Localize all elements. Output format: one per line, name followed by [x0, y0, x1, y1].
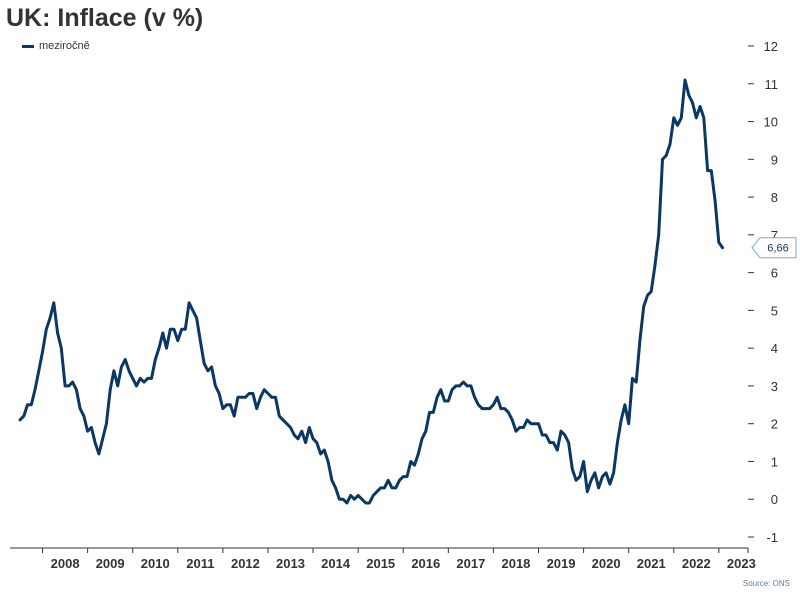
x-axis: 2008 2009 2010 2011 2012 2013 2014 2015 2016 2017… — [10, 547, 756, 571]
source-note: Source: ONS — [742, 579, 790, 588]
x-tick-label: 2013 — [276, 556, 305, 571]
y-tick-label: 8 — [771, 190, 778, 205]
legend: meziročně — [22, 40, 90, 52]
x-tick-label: 2010 — [141, 556, 170, 571]
y-tick-label: 4 — [771, 341, 778, 356]
x-tick-label: 2022 — [682, 556, 711, 571]
y-tick-label: 3 — [771, 379, 778, 394]
series-line-mezirocne — [18, 78, 725, 505]
x-tick-label: 2021 — [637, 556, 666, 571]
x-tick-label: 2023 — [727, 556, 756, 571]
x-tick-label: 2012 — [231, 556, 260, 571]
x-tick-label: 2008 — [51, 556, 80, 571]
y-tick-label: 11 — [765, 77, 779, 92]
legend-label: meziročně — [39, 40, 90, 52]
series-layer — [18, 78, 725, 505]
last-value-label: 6,66 — [751, 237, 797, 259]
x-tick-label: 2020 — [592, 556, 621, 571]
y-tick-label: 5 — [771, 303, 778, 318]
y-tick-label: 12 — [764, 39, 778, 54]
x-tick-label: 2016 — [411, 556, 440, 571]
x-tick-label: 2017 — [456, 556, 485, 571]
x-tick-label: 2015 — [366, 556, 395, 571]
y-tick-label: 10 — [764, 115, 778, 130]
x-tick-label: 2019 — [547, 556, 576, 571]
y-tick-label: 2 — [771, 417, 778, 432]
last-value-text: 6,66 — [767, 243, 788, 255]
y-tick-label: 7 — [771, 228, 778, 243]
x-tick-label: 2014 — [321, 556, 351, 571]
y-tick-label: -1 — [766, 530, 778, 545]
y-tick-label: 0 — [771, 492, 778, 507]
chart-title: UK: Inflace (v %) — [6, 4, 204, 32]
x-tick-label: 2009 — [96, 556, 125, 571]
x-tick-label: 2011 — [186, 556, 214, 571]
y-tick-label: 9 — [771, 152, 778, 167]
legend-swatch — [22, 44, 34, 48]
y-tick-label: 1 — [771, 454, 778, 469]
x-tick-label: 2018 — [501, 556, 530, 571]
last-value-box — [751, 237, 797, 259]
y-tick-label: 6 — [771, 266, 778, 281]
